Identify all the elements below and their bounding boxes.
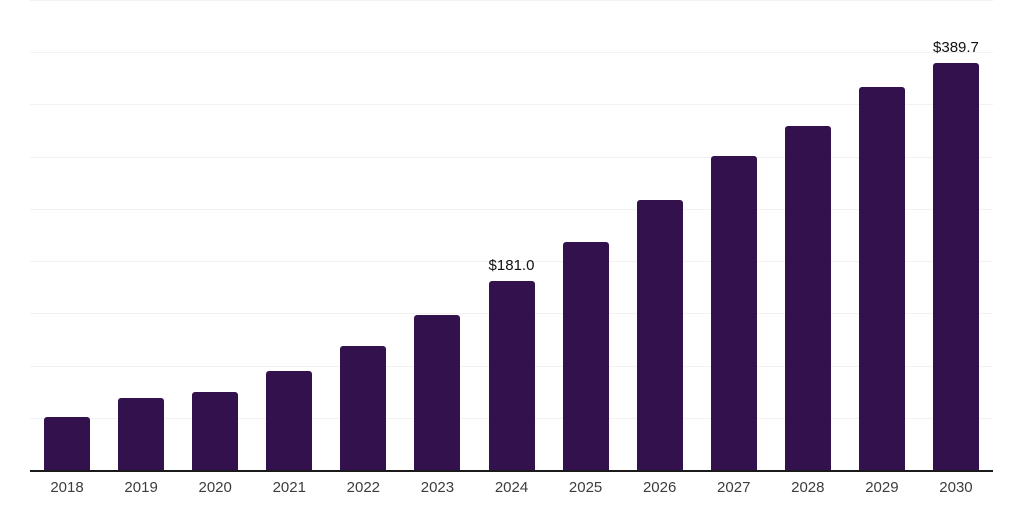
bar-slot — [697, 0, 771, 470]
x-axis-tick-label: 2019 — [124, 479, 158, 496]
x-axis-tick-label: 2029 — [865, 479, 899, 496]
bar-value-label: $389.7 — [933, 38, 979, 56]
bar-slot — [326, 0, 400, 470]
x-axis-tick-label: 2026 — [642, 479, 677, 496]
bar[interactable] — [118, 398, 165, 470]
bar[interactable] — [562, 241, 609, 470]
x-axis-labels: 2018 2019 2020 2021 2022 2023 2024 2025 … — [30, 479, 993, 496]
gridline — [30, 156, 993, 158]
bar-slot — [30, 0, 104, 470]
bar-slot — [623, 0, 697, 470]
x-axis-tick-label: 2028 — [791, 479, 825, 496]
x-axis-line — [30, 470, 993, 472]
bar-slot — [845, 0, 919, 470]
bar[interactable] — [636, 200, 683, 470]
x-axis-tick-label: 2021 — [272, 479, 306, 496]
bar[interactable] — [488, 281, 535, 470]
x-axis-tick-label: 2024 — [494, 479, 529, 496]
gridline — [30, 52, 993, 54]
bar[interactable] — [44, 416, 91, 470]
bar-slot — [252, 0, 326, 470]
bar-value-label: $181.0 — [488, 256, 535, 274]
bar[interactable] — [784, 126, 831, 470]
bar-slot: $181.0 — [474, 0, 548, 470]
bar-slot — [549, 0, 623, 470]
plot-area: $181.0 $389.7 — [30, 0, 993, 470]
gridline — [30, 261, 993, 263]
x-axis-tick-label: 2027 — [717, 479, 751, 496]
bar[interactable] — [266, 370, 313, 470]
bar-slot — [771, 0, 845, 470]
x-axis-tick-label: 2023 — [420, 479, 455, 496]
x-axis-tick-label: 2030 — [939, 479, 973, 496]
bars-row: $181.0 $389.7 — [30, 0, 993, 470]
bar[interactable] — [192, 392, 239, 470]
bar[interactable] — [932, 63, 979, 470]
bar[interactable] — [710, 156, 757, 470]
bar[interactable] — [858, 87, 905, 470]
bar-slot: $389.7 — [919, 0, 993, 470]
x-axis-tick-label: 2022 — [346, 479, 381, 496]
x-axis-tick-label: 2025 — [568, 479, 603, 496]
bar-slot — [400, 0, 474, 470]
bar-slot — [178, 0, 252, 470]
bar-slot — [104, 0, 178, 470]
gridline — [30, 208, 993, 210]
gridline — [30, 104, 993, 106]
gridline — [30, 0, 993, 1]
bar[interactable] — [414, 314, 461, 470]
x-axis-tick-label: 2020 — [198, 479, 232, 496]
x-axis-tick-label: 2018 — [50, 479, 84, 496]
bar[interactable] — [340, 345, 387, 470]
